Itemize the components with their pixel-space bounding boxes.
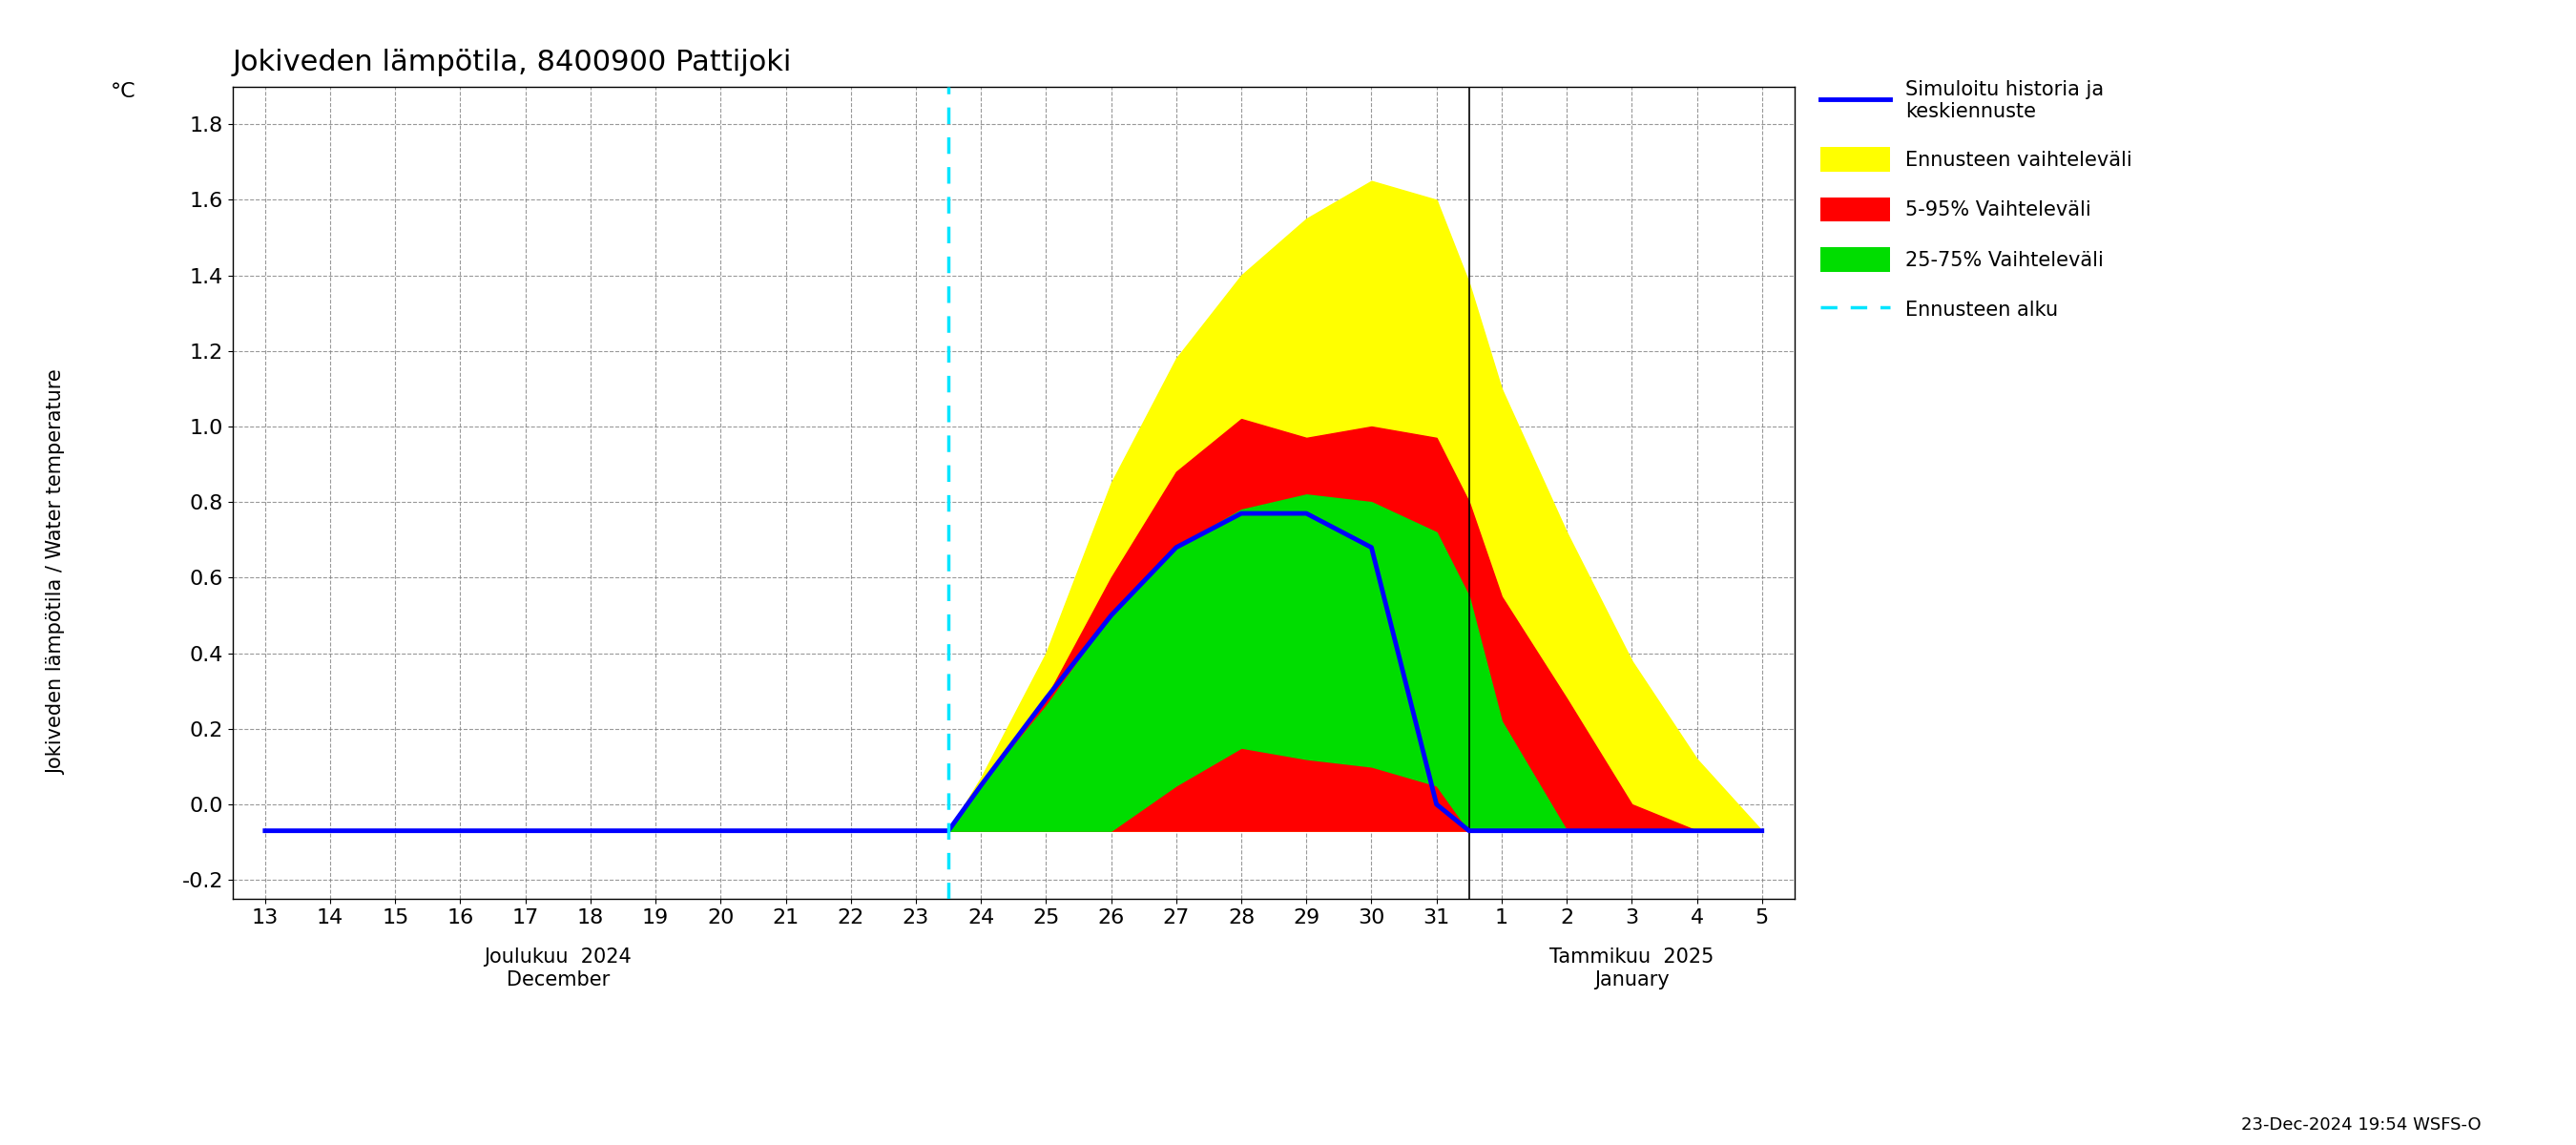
Text: Joulukuu  2024
December: Joulukuu 2024 December <box>484 948 631 989</box>
Legend: Simuloitu historia ja
keskiennuste, Ennusteen vaihteleväli, 5-95% Vaihteleväli, : Simuloitu historia ja keskiennuste, Ennu… <box>1821 80 2133 322</box>
Text: 23-Dec-2024 19:54 WSFS-O: 23-Dec-2024 19:54 WSFS-O <box>2241 1116 2481 1134</box>
Text: Jokiveden lämpötila, 8400900 Pattijoki: Jokiveden lämpötila, 8400900 Pattijoki <box>232 48 791 77</box>
Text: Jokiveden lämpötila / Water temperature: Jokiveden lämpötila / Water temperature <box>46 370 67 775</box>
Text: °C: °C <box>111 82 137 101</box>
Text: Tammikuu  2025
January: Tammikuu 2025 January <box>1551 948 1713 989</box>
